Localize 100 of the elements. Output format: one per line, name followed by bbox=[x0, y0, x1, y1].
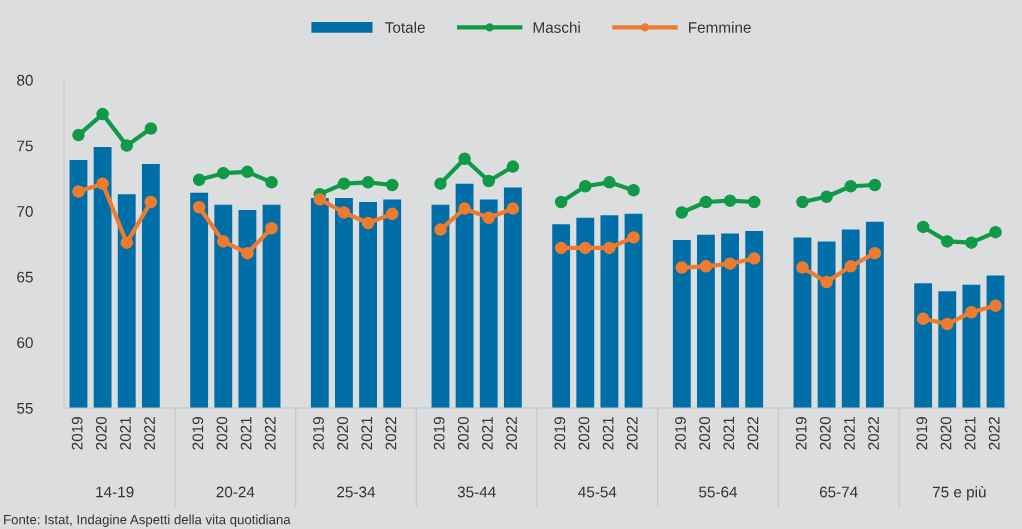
point bbox=[241, 165, 254, 179]
point bbox=[675, 261, 689, 274]
point bbox=[96, 177, 109, 190]
point bbox=[434, 223, 447, 236]
point bbox=[458, 202, 471, 215]
point bbox=[941, 317, 954, 331]
point bbox=[192, 201, 206, 214]
x-tick-label: 2020 bbox=[940, 416, 952, 450]
text: 45-54 bbox=[578, 486, 617, 498]
y-tick-label: 65 bbox=[17, 271, 33, 283]
text: 75 e più bbox=[932, 486, 986, 501]
point bbox=[699, 195, 713, 209]
point bbox=[385, 178, 399, 192]
point bbox=[579, 180, 592, 193]
x-tick-label: 2020 bbox=[95, 416, 107, 450]
point bbox=[844, 180, 857, 193]
x-tick-label: 2020 bbox=[578, 416, 590, 450]
point bbox=[482, 211, 495, 225]
point bbox=[844, 260, 857, 273]
text: 25-34 bbox=[337, 486, 376, 498]
point bbox=[965, 236, 978, 249]
point bbox=[217, 235, 230, 248]
legend-label: Femmine bbox=[689, 21, 751, 33]
point bbox=[579, 241, 592, 255]
point bbox=[265, 222, 278, 235]
x-tick-label: 2022 bbox=[385, 417, 397, 450]
x-tick-label: 2022 bbox=[506, 417, 517, 450]
point bbox=[868, 246, 882, 260]
point bbox=[820, 275, 833, 289]
text: 55-64 bbox=[699, 486, 738, 498]
point bbox=[313, 193, 327, 206]
point bbox=[699, 260, 713, 273]
x-tick-label: 2021 bbox=[964, 417, 976, 450]
x-tick-label: 2022 bbox=[264, 417, 276, 450]
point bbox=[72, 185, 85, 198]
x-tick-label: 2021 bbox=[482, 417, 493, 450]
y-tick-label: 75 bbox=[17, 140, 33, 152]
x-tick-label: 2019 bbox=[554, 417, 566, 450]
point bbox=[144, 195, 158, 209]
x-tick-label: 2021 bbox=[120, 417, 131, 450]
x-tick-label: 2022 bbox=[868, 417, 879, 450]
point bbox=[385, 207, 399, 221]
point bbox=[241, 246, 254, 260]
point bbox=[723, 194, 737, 207]
point bbox=[747, 252, 761, 265]
x-tick-label: 2021 bbox=[602, 417, 614, 450]
legend-label: Totale bbox=[385, 21, 425, 33]
point bbox=[989, 299, 1002, 312]
point bbox=[192, 173, 206, 186]
point bbox=[361, 216, 375, 230]
text: 20-24 bbox=[216, 486, 255, 498]
point bbox=[217, 166, 230, 180]
point bbox=[506, 160, 520, 173]
point bbox=[989, 225, 1002, 239]
point bbox=[916, 220, 930, 234]
text: 35-44 bbox=[457, 486, 496, 498]
point bbox=[796, 261, 809, 274]
point bbox=[868, 178, 882, 192]
point bbox=[627, 183, 640, 197]
point bbox=[144, 122, 158, 135]
point bbox=[603, 176, 616, 189]
x-tick-label: 2020 bbox=[699, 416, 711, 450]
legend-label: Maschi bbox=[533, 21, 580, 33]
x-tick-label: 2020 bbox=[337, 416, 349, 450]
point bbox=[265, 176, 278, 189]
point bbox=[482, 174, 495, 188]
point bbox=[337, 177, 351, 190]
point bbox=[627, 231, 640, 244]
x-tick-label: 2020 bbox=[457, 416, 469, 450]
x-tick-label: 2020 bbox=[819, 416, 831, 450]
point bbox=[916, 312, 930, 326]
point bbox=[96, 107, 109, 121]
x-tick-label: 2021 bbox=[240, 417, 252, 450]
x-tick-label: 2022 bbox=[988, 417, 1000, 450]
point bbox=[796, 195, 809, 209]
x-tick-label: 2019 bbox=[192, 417, 204, 450]
point bbox=[603, 241, 616, 255]
point bbox=[361, 176, 375, 189]
y-tick-label: 70 bbox=[17, 206, 33, 217]
y-tick-label: 60 bbox=[17, 337, 33, 349]
point bbox=[723, 257, 737, 270]
y-tick-label: 55 bbox=[17, 403, 33, 414]
x-tick-label: 2019 bbox=[313, 417, 324, 450]
text: 14-19 bbox=[96, 486, 134, 498]
x-tick-label: 2022 bbox=[747, 417, 759, 450]
point bbox=[941, 235, 954, 248]
point bbox=[434, 177, 447, 190]
x-tick-label: 2019 bbox=[916, 417, 928, 450]
point bbox=[747, 195, 761, 209]
x-tick-label: 2021 bbox=[844, 417, 855, 450]
point bbox=[820, 190, 833, 204]
point bbox=[120, 139, 133, 152]
point bbox=[554, 241, 568, 255]
x-tick-label: 2019 bbox=[675, 417, 686, 450]
point bbox=[675, 206, 689, 219]
text: 65-74 bbox=[819, 486, 858, 498]
point bbox=[120, 236, 133, 249]
x-tick-label: 2022 bbox=[144, 417, 155, 450]
point bbox=[965, 305, 978, 319]
x-tick-label: 2021 bbox=[361, 417, 373, 450]
